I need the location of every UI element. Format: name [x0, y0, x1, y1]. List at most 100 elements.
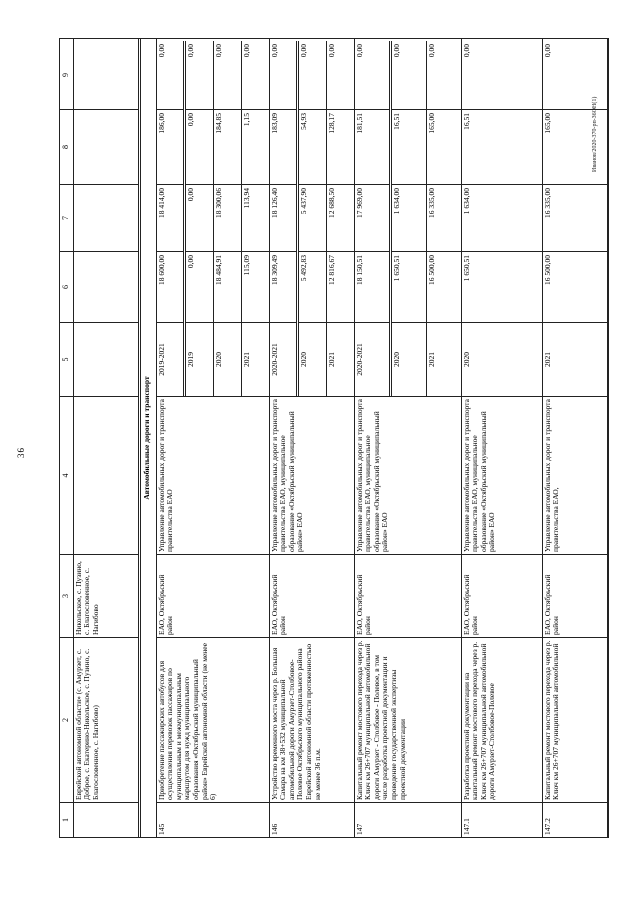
activity-name-cell: Капитальный ремонт мостового перехода че… [542, 637, 607, 802]
table-row-146: 146 Устройство временного моста через р.… [269, 39, 355, 837]
period-cell: 2020 [391, 322, 426, 396]
financing-subrow: 2020 1 650,51 1 634,00 16,51 0,00 [391, 41, 427, 396]
period-cell: 2019-2021 [156, 322, 184, 396]
row-number-cell: 147.2 [542, 802, 607, 837]
col-header-7: 7 [60, 184, 73, 251]
value-cell: 18 414,00 [156, 184, 184, 251]
executor-cell: Управление автомобильных дорог и транспо… [542, 396, 607, 554]
activity-name-cell: Разработка проектной документации на кап… [461, 637, 542, 802]
value-cell: 18 600,00 [156, 251, 184, 322]
program-table: 1 2 3 4 5 6 7 8 9 Еврейской автономной о… [59, 38, 609, 838]
period-cell: 2021 [426, 322, 461, 396]
location-cell: Никольское, с. Пузино, с. Благословенное… [73, 554, 138, 637]
value-cell: 0,00 [156, 44, 166, 58]
location-cell: ЕАО, Октябрьский район [269, 554, 354, 637]
value-cell: 18 150,51 [354, 251, 389, 322]
col-header-9: 9 [61, 73, 70, 77]
row-number-cell: 145 [156, 802, 269, 837]
col-header-2: 2 [60, 637, 73, 802]
location-cell: ЕАО, Октябрьский район [542, 554, 607, 637]
value-cell: 115,09 [241, 251, 269, 322]
value-cell: 16,51 [391, 109, 426, 184]
section-header-row: Автомобильные дороги и транспорт [140, 39, 157, 837]
location-cell: ЕАО, Октябрьский район [354, 554, 461, 637]
value-cell: 0,00 [241, 44, 251, 58]
value-cell: 184,85 [214, 109, 241, 184]
value-cell: 0,00 [269, 44, 279, 58]
value-cell: 5 437,90 [299, 184, 326, 251]
value-cell: 12 816,67 [326, 251, 354, 322]
period-cell: 2020 [299, 322, 326, 396]
executor-cell: Управление автомобильных дорог и транспо… [269, 396, 354, 554]
table-row-147-1: 147.1 Разработка проектной документации … [461, 39, 543, 837]
value-cell: 54,93 [299, 109, 326, 184]
executor-cell: Управление автомобильных дорог и транспо… [354, 396, 461, 554]
financing-subrow: 2021 16 500,00 16 335,00 165,00 0,00 [542, 41, 607, 396]
financing-subrow-total: 2020-2021 18 150,51 17 969,00 181,51 0,0… [354, 41, 392, 396]
value-cell: 16 335,00 [542, 184, 607, 251]
financing-subrow: 2021 12 816,67 12 688,50 128,17 0,00 [326, 41, 354, 396]
financing-block: 2020-2021 18 150,51 17 969,00 181,51 0,0… [354, 41, 461, 396]
financing-block: 2019-2021 18 600,00 18 414,00 186,00 0,0… [156, 41, 269, 396]
table-row-carryover: Еврейской автономной области» (с. Амурзе… [73, 39, 141, 837]
value-cell [73, 184, 138, 251]
financing-block: 2020 1 650,51 1 634,00 16,51 0,00 [461, 41, 542, 396]
financing-subrow: 2021 115,09 113,94 1,15 0,00 [241, 41, 269, 396]
value-cell: 18 309,49 [269, 251, 297, 322]
value-cell: 16,51 [461, 109, 542, 184]
value-cell: 0,00 [354, 44, 364, 58]
value-cell: 5 492,83 [299, 251, 326, 322]
value-cell: 16 500,00 [542, 251, 607, 322]
period-cell: 2020-2021 [354, 322, 389, 396]
value-cell: 128,17 [326, 109, 354, 184]
table-row-145: 145 Приобретение пассажирских автобусов … [156, 39, 270, 837]
executor-cell [73, 396, 138, 554]
value-cell [73, 109, 138, 184]
value-cell: 0,00 [326, 44, 336, 58]
period-cell: 2021 [542, 322, 607, 396]
table-row-147: 147 Капитальный ремонт мостового переход… [354, 39, 462, 837]
period-cell: 2020 [214, 322, 241, 396]
value-cell: 16 500,00 [426, 251, 461, 322]
financing-subrow: 2020 1 650,51 1 634,00 16,51 0,00 [461, 41, 542, 396]
financing-subrow-total: 2020-2021 18 309,49 18 126,40 183,09 0,0… [269, 41, 300, 396]
row-number-cell: 147 [354, 802, 461, 837]
value-cell: 18 484,91 [214, 251, 241, 322]
col-header-8: 8 [60, 109, 73, 184]
value-cell: 165,00 [426, 109, 461, 184]
row-number-cell [73, 802, 138, 837]
col-header-6: 6 [60, 251, 73, 322]
registration-footnote: Иванов/2020-370-рп-36ОН(1) [592, 96, 598, 172]
value-cell: 0,00 [186, 184, 214, 251]
financing-block: 2020-2021 18 309,49 18 126,40 183,09 0,0… [269, 41, 354, 396]
value-cell: 1,15 [241, 109, 269, 184]
period-cell: 2019 [186, 322, 214, 396]
value-cell: 0,00 [299, 44, 309, 58]
financing-block: 2021 16 500,00 16 335,00 165,00 0,00 [542, 41, 607, 396]
value-cell: 18 300,06 [214, 184, 241, 251]
value-cell: 16 335,00 [426, 184, 461, 251]
value-cell: 186,00 [156, 109, 184, 184]
location-cell: ЕАО, Октябрьский район [156, 554, 269, 637]
value-cell: 0,00 [186, 251, 214, 322]
value-cell: 0,00 [214, 44, 224, 58]
value-cell: 12 688,50 [326, 184, 354, 251]
value-cell: 17 969,00 [354, 184, 389, 251]
executor-cell: Управление автомобильных дорог и транспо… [461, 396, 542, 554]
value-cell: 1 650,51 [391, 251, 426, 322]
activity-name-cell: Еврейской автономной области» (с. Амурзе… [73, 637, 138, 802]
financing-subrow: 2021 16 500,00 16 335,00 165,00 0,00 [426, 41, 461, 396]
period-cell: 2021 [241, 322, 269, 396]
value-cell: 1 634,00 [461, 184, 542, 251]
financing-subrow: 2020 18 484,91 18 300,06 184,85 0,00 [214, 41, 242, 396]
location-cell: ЕАО, Октябрьский район [461, 554, 542, 637]
value-cell: 113,94 [241, 184, 269, 251]
activity-name-cell: Устройство временного моста через р. Бол… [269, 637, 354, 802]
value-cell: 181,51 [354, 109, 389, 184]
period-cell: 2020-2021 [269, 322, 297, 396]
activity-name-cell: Приобретение пассажирских автобусов для … [156, 637, 269, 802]
value-cell: 0,00 [461, 44, 471, 58]
financing-subrow: 2019 0,00 0,00 0,00 0,00 [186, 41, 215, 396]
col-header-1: 1 [60, 802, 73, 837]
